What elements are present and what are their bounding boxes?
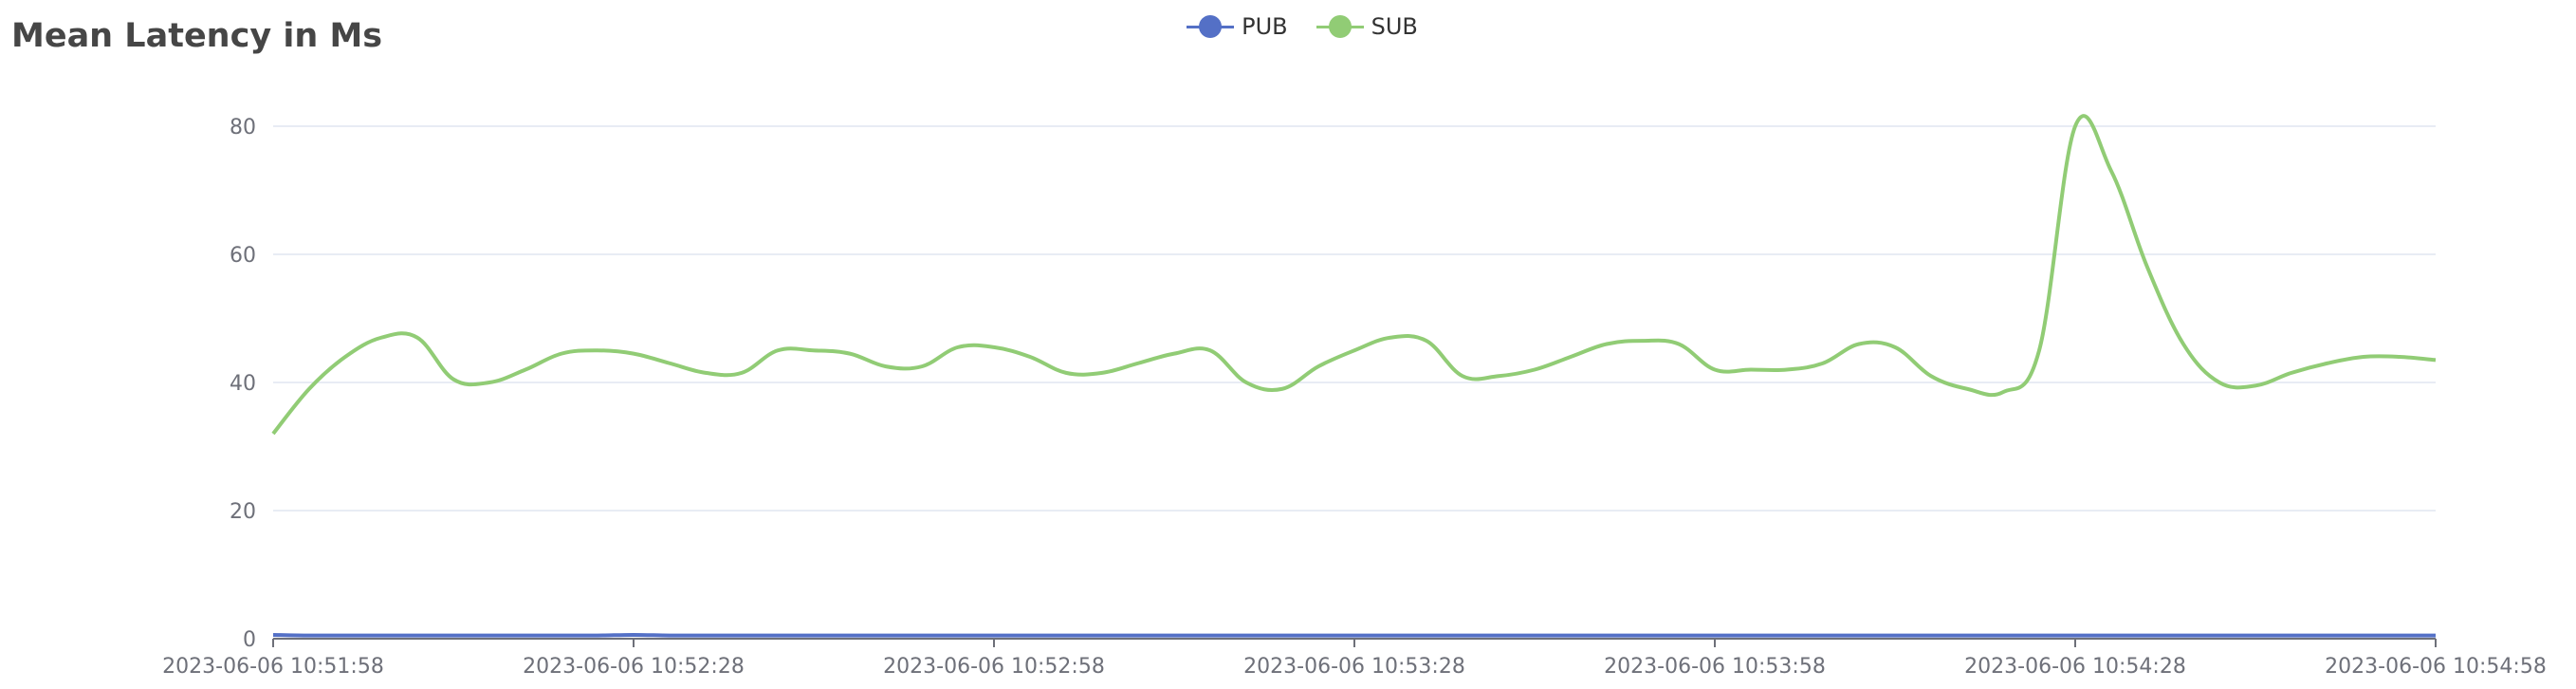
legend-swatch-sub: [1316, 13, 1364, 40]
y-tick-label: 60: [230, 244, 256, 268]
y-tick-label: 0: [243, 628, 256, 652]
legend: PUB SUB: [0, 13, 2576, 40]
x-tick-label: 2023-06-06 10:51:58: [162, 655, 384, 679]
legend-swatch-pub: [1187, 13, 1235, 40]
y-tick-label: 40: [230, 372, 256, 396]
chart-title: Mean Latency in Ms: [11, 17, 383, 55]
x-tick-label: 2023-06-06 10:54:28: [1964, 655, 2186, 679]
x-tick-label: 2023-06-06 10:54:58: [2325, 655, 2547, 679]
series-line-pub: [272, 632, 2436, 638]
x-tick-label: 2023-06-06 10:53:28: [1243, 655, 1465, 679]
y-tick-label: 80: [230, 116, 256, 140]
legend-label-pub: PUB: [1242, 13, 1288, 40]
legend-item-sub[interactable]: SUB: [1316, 13, 1418, 40]
x-tick-label: 2023-06-06 10:53:58: [1604, 655, 1826, 679]
y-tick-label: 20: [230, 500, 256, 524]
x-tick-label: 2023-06-06 10:52:58: [883, 655, 1105, 679]
legend-label-sub: SUB: [1371, 13, 1418, 40]
series-line-sub: [271, 114, 2437, 436]
legend-item-pub[interactable]: PUB: [1187, 13, 1288, 40]
x-tick-label: 2023-06-06 10:52:28: [523, 655, 745, 679]
